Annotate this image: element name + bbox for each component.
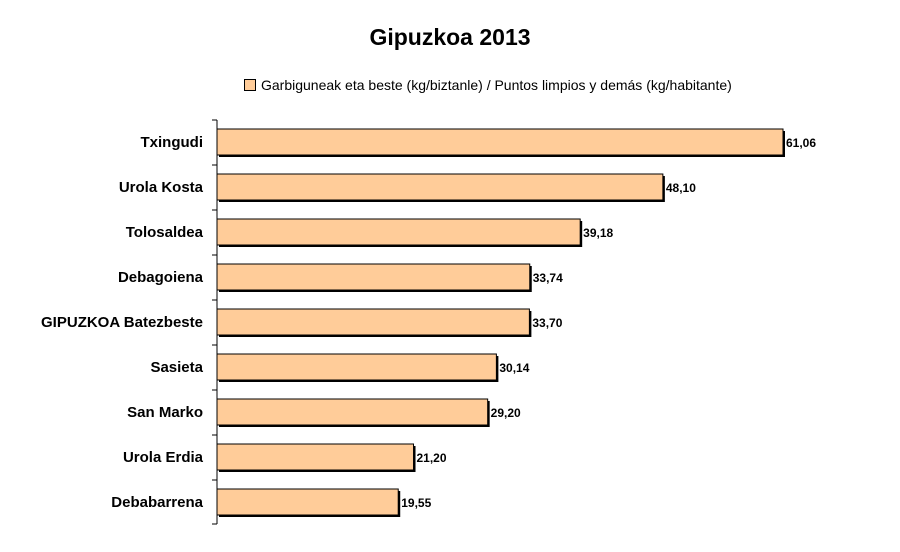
bars-layer (216, 128, 785, 517)
value-label: 21,20 (417, 451, 447, 465)
category-label: San Marko (127, 404, 203, 421)
value-label: 30,14 (499, 361, 529, 375)
bar (216, 488, 399, 516)
bar (216, 218, 581, 246)
category-label: Debabarrena (111, 494, 203, 511)
bar (216, 128, 784, 156)
category-label: Debagoiena (118, 269, 204, 286)
category-label: Sasieta (150, 359, 203, 376)
bar (216, 398, 489, 426)
value-label: 39,18 (583, 226, 613, 240)
bar (216, 263, 531, 291)
legend: Garbiguneak eta beste (kg/biztanle) / Pu… (244, 77, 732, 93)
category-label: Txingudi (141, 134, 204, 151)
category-label: GIPUZKOA Batezbeste (41, 314, 203, 331)
category-label: Urola Kosta (119, 179, 204, 196)
value-label: 19,55 (401, 496, 431, 510)
category-label: Urola Erdia (123, 449, 204, 466)
value-label: 48,10 (666, 181, 696, 195)
bar (216, 353, 497, 381)
labels-layer: Txingudi 61,06 Urola Kosta 48,10 Tolosaldea 3… (41, 119, 816, 525)
value-label: 33,70 (532, 316, 562, 330)
bar (216, 173, 664, 201)
legend-swatch (244, 79, 256, 91)
legend-label: Garbiguneak eta beste (kg/biztanle) / Pu… (261, 77, 732, 93)
value-label: 33,74 (533, 271, 563, 285)
bar (216, 443, 415, 471)
value-label: 29,20 (491, 406, 521, 420)
category-label: Tolosaldea (126, 224, 204, 241)
value-label: 61,06 (786, 136, 816, 150)
chart-title: Gipuzkoa 2013 (369, 24, 531, 50)
bar (216, 308, 530, 336)
